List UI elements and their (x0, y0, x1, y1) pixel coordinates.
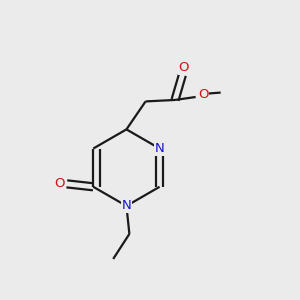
Text: O: O (54, 177, 65, 190)
Text: O: O (198, 88, 208, 100)
Text: N: N (122, 200, 131, 212)
Text: N: N (155, 142, 164, 155)
Text: O: O (178, 61, 189, 74)
